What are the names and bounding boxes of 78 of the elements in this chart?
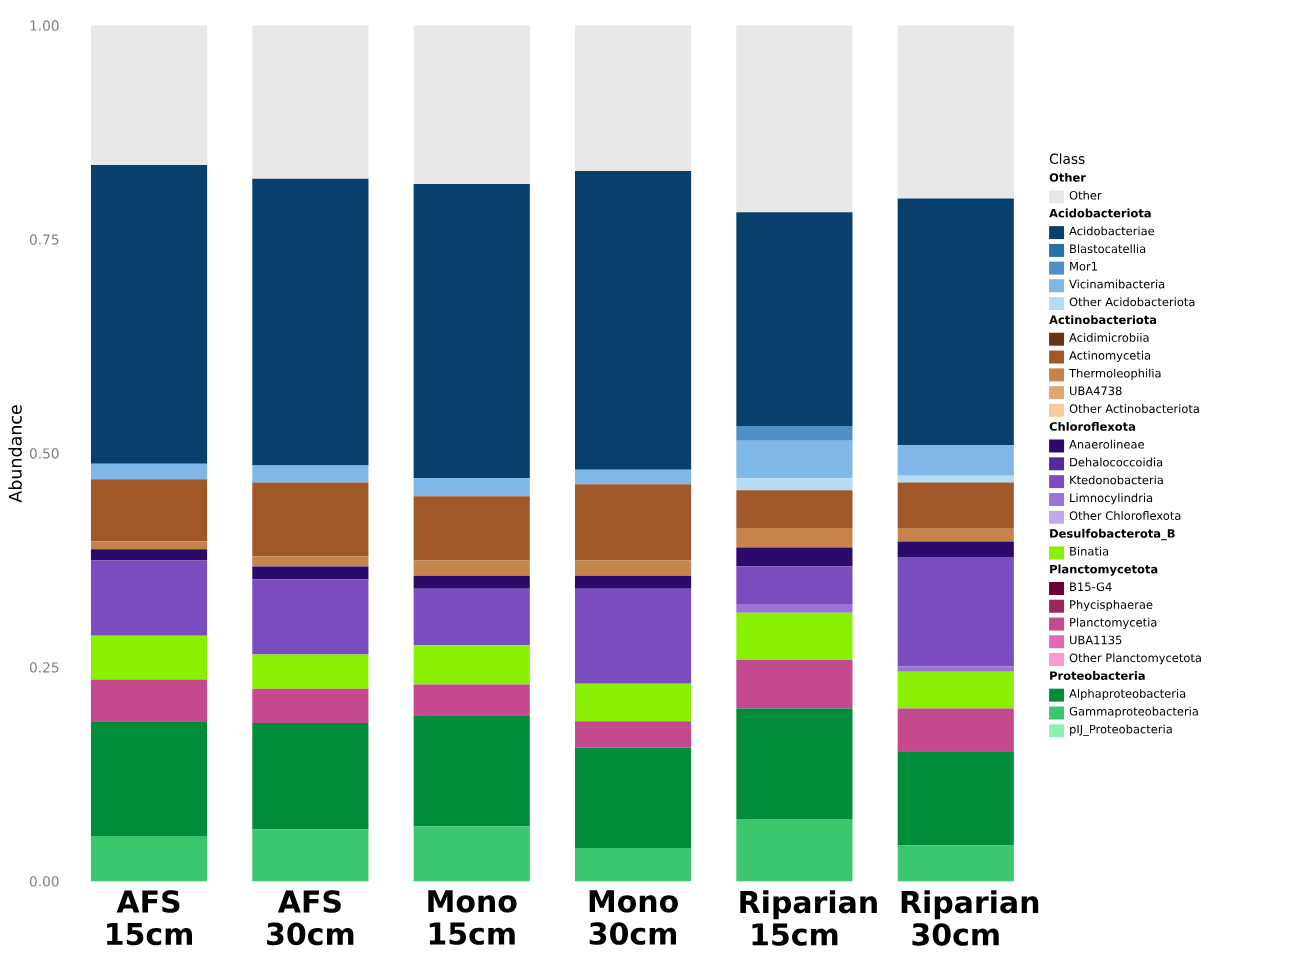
bar xyxy=(413,478,530,497)
bar xyxy=(574,747,692,848)
bar xyxy=(413,496,530,561)
bar xyxy=(252,688,369,723)
bar xyxy=(897,198,1014,445)
bar xyxy=(897,671,1014,709)
bar xyxy=(90,479,208,542)
bar xyxy=(90,635,208,680)
bar xyxy=(413,715,530,827)
x-tick-label: Mono 30cm xyxy=(589,890,678,945)
bar xyxy=(897,845,1014,882)
bar xyxy=(252,178,369,466)
bar xyxy=(897,482,1014,529)
bar xyxy=(736,425,853,441)
bar xyxy=(574,575,692,589)
bar xyxy=(897,444,1014,476)
bar xyxy=(897,528,1014,542)
bar xyxy=(736,527,853,548)
bar xyxy=(413,575,530,589)
bar xyxy=(90,164,208,464)
bar xyxy=(736,490,853,528)
bar xyxy=(736,604,853,613)
bar xyxy=(413,588,530,646)
bar xyxy=(897,25,1014,199)
bar xyxy=(736,612,853,660)
bar xyxy=(252,465,369,483)
bar xyxy=(574,683,692,722)
x-tick-label: AFS 30cm xyxy=(267,890,354,946)
bar xyxy=(736,478,853,491)
bar xyxy=(897,666,1014,672)
bar xyxy=(736,818,853,882)
bar xyxy=(574,560,692,576)
bar xyxy=(574,170,692,470)
bar xyxy=(897,475,1014,483)
x-tick-label: Mono 15cm xyxy=(428,890,517,945)
bar xyxy=(736,708,853,819)
x-tick-label: Riparian 15cm xyxy=(740,890,877,946)
bar xyxy=(736,212,853,426)
bar xyxy=(90,541,208,550)
bar xyxy=(252,566,369,580)
bar xyxy=(574,588,692,684)
bar xyxy=(252,829,369,882)
bar xyxy=(413,826,530,882)
bar xyxy=(90,721,208,836)
x-tick-label: AFS 15cm xyxy=(107,890,193,946)
bar xyxy=(413,183,530,479)
bar xyxy=(736,547,853,567)
bar xyxy=(736,25,853,213)
x-tick-label: Riparian 30cm xyxy=(901,890,1039,946)
bar xyxy=(574,484,692,561)
bar xyxy=(90,560,208,636)
bar xyxy=(252,579,369,655)
bar xyxy=(574,469,692,485)
bar xyxy=(252,25,369,179)
bar xyxy=(574,25,692,171)
bar xyxy=(90,679,208,722)
bar xyxy=(574,847,692,882)
bar xyxy=(574,721,692,748)
bar xyxy=(897,541,1014,557)
bar xyxy=(413,684,530,716)
bar xyxy=(897,708,1014,752)
bar xyxy=(413,560,530,576)
bar xyxy=(252,654,369,689)
bar xyxy=(736,659,853,709)
bar xyxy=(252,482,369,557)
y-axis-title: Abundance xyxy=(8,405,22,503)
bar xyxy=(90,25,208,165)
bar xyxy=(252,556,369,567)
bar xyxy=(252,722,369,830)
bar xyxy=(90,549,208,561)
bar xyxy=(897,556,1014,667)
bar xyxy=(736,566,853,604)
bar xyxy=(413,25,530,184)
bar xyxy=(413,645,530,685)
bar xyxy=(736,440,853,479)
bar xyxy=(90,835,208,882)
bar xyxy=(897,751,1014,846)
bar xyxy=(90,463,208,480)
